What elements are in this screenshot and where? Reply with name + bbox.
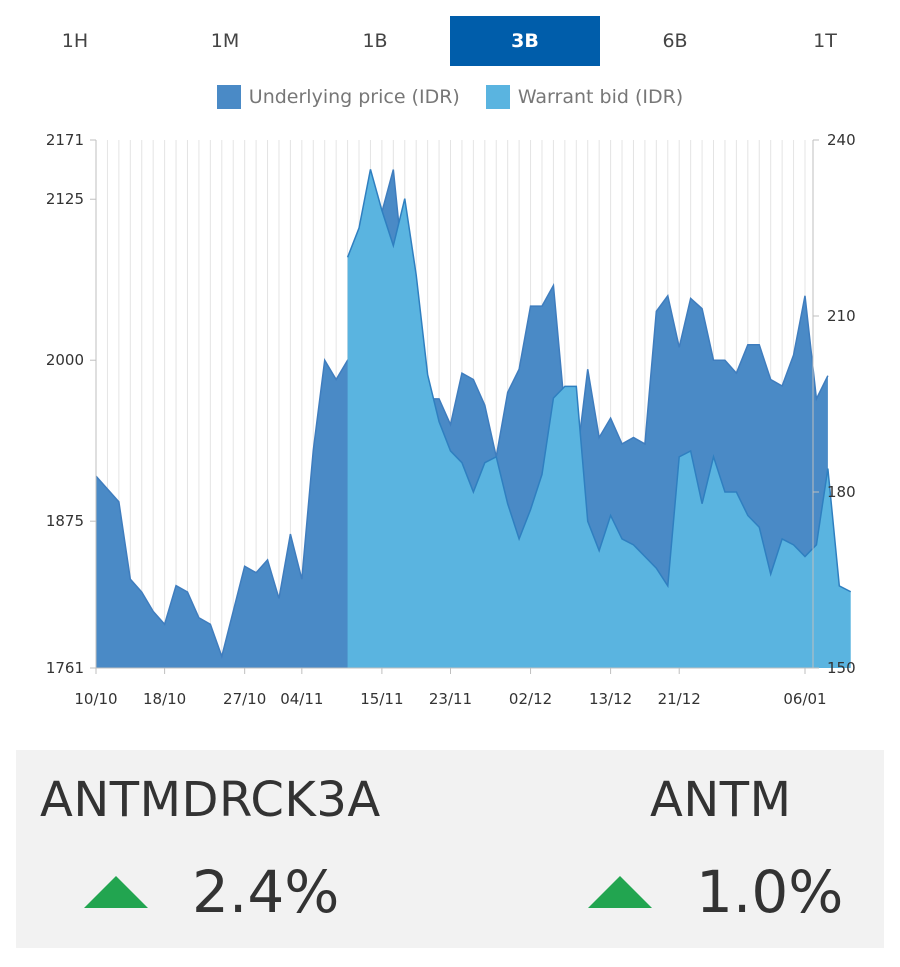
warrant-bid-area xyxy=(347,169,851,669)
underlying-price-line xyxy=(95,169,829,659)
underlying-ticker[interactable]: ANTM xyxy=(650,772,792,828)
x-tick-label: 23/11 xyxy=(429,690,472,708)
underlying-price-area xyxy=(96,169,828,668)
underlying-change-pct: 1.0% xyxy=(696,858,844,926)
price-chart: 1761 1875 2000 2125 2171 150 180 210 240 10/10 18/… xyxy=(46,131,856,708)
up-arrow-icon xyxy=(588,876,652,908)
underlying-change: 1.0% xyxy=(588,858,843,926)
x-tick-label: 10/10 xyxy=(74,690,117,708)
left-tick-label: 1875 xyxy=(46,512,84,530)
right-tick-label: 240 xyxy=(827,131,856,149)
summary-panel: ANTMDRCK3A 2.4% ANTM 1.0% xyxy=(16,750,884,948)
left-tick-label: 2125 xyxy=(46,190,84,208)
left-tick-label: 2000 xyxy=(46,351,84,369)
x-tick-label: 06/01 xyxy=(783,690,826,708)
warrant-change-pct: 2.4% xyxy=(192,858,340,926)
chart-legend: Underlying price (IDR) Warrant bid (IDR) xyxy=(0,80,900,114)
x-tick-label: 13/12 xyxy=(589,690,632,708)
legend-item-warrant[interactable]: Warrant bid (IDR) xyxy=(485,85,684,109)
period-tabs: 1H 1M 1B 3B 6B 1T xyxy=(0,16,900,66)
chart-axes xyxy=(90,139,819,674)
tab-1b[interactable]: 1B xyxy=(362,30,388,52)
right-tick-label: 180 xyxy=(827,483,856,501)
warrant-bid-line xyxy=(346,169,852,593)
right-tick-label: 210 xyxy=(827,307,856,325)
legend-label-warrant: Warrant bid (IDR) xyxy=(517,86,684,108)
legend-swatch-underlying xyxy=(216,85,241,109)
chart-tick-labels: 1761 1875 2000 2125 2171 150 180 210 240 10/10 18/… xyxy=(46,131,856,708)
left-tick-label: 2171 xyxy=(46,131,84,149)
legend-label-underlying: Underlying price (IDR) xyxy=(248,86,460,108)
legend-item-underlying[interactable]: Underlying price (IDR) xyxy=(216,85,460,109)
tab-1m[interactable]: 1M xyxy=(210,30,240,52)
tab-3b[interactable]: 3B xyxy=(450,16,600,66)
warrant-change: 2.4% xyxy=(84,858,339,926)
x-tick-label: 02/12 xyxy=(509,690,552,708)
up-arrow-icon xyxy=(84,876,148,908)
tab-6b[interactable]: 6B xyxy=(662,30,688,52)
right-tick-label: 150 xyxy=(827,659,856,677)
x-tick-label: 15/11 xyxy=(360,690,403,708)
legend-swatch-warrant xyxy=(485,85,510,109)
left-tick-label: 1761 xyxy=(46,659,84,677)
tab-1t[interactable]: 1T xyxy=(813,30,837,52)
x-tick-label: 27/10 xyxy=(223,690,266,708)
x-tick-label: 18/10 xyxy=(143,690,186,708)
tab-1h[interactable]: 1H xyxy=(61,30,89,52)
chart-areas xyxy=(95,169,852,669)
x-tick-label: 21/12 xyxy=(658,690,701,708)
warrant-ticker[interactable]: ANTMDRCK3A xyxy=(40,772,381,828)
x-tick-label: 04/11 xyxy=(280,690,323,708)
